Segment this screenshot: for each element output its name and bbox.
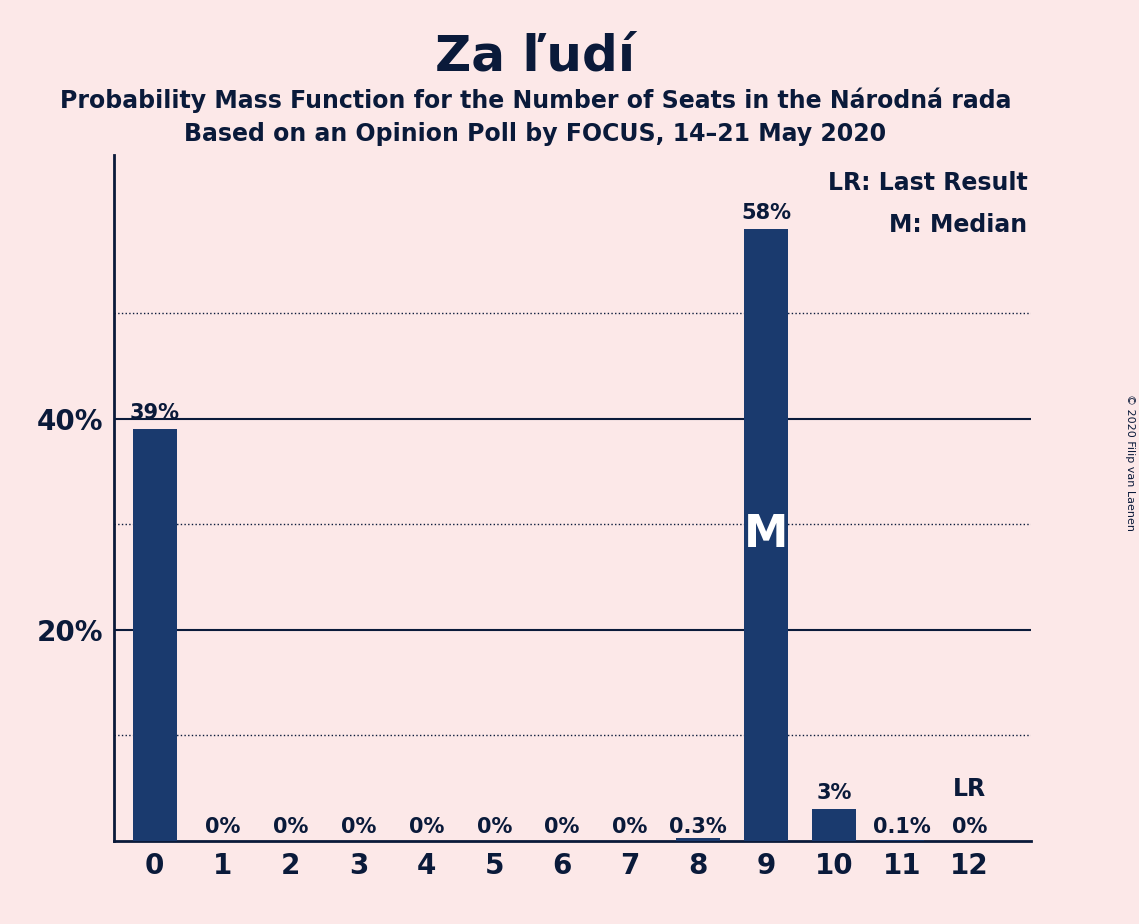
Text: Based on an Opinion Poll by FOCUS, 14–21 May 2020: Based on an Opinion Poll by FOCUS, 14–21… xyxy=(185,122,886,146)
Text: 0%: 0% xyxy=(341,817,376,836)
Bar xyxy=(744,229,788,841)
Bar xyxy=(675,838,720,841)
Text: 0%: 0% xyxy=(544,817,580,836)
Text: 0%: 0% xyxy=(273,817,309,836)
Text: Probability Mass Function for the Number of Seats in the Národná rada: Probability Mass Function for the Number… xyxy=(59,88,1011,114)
Text: 0.3%: 0.3% xyxy=(669,817,727,836)
Text: 3%: 3% xyxy=(817,783,852,803)
Text: Za ľudí: Za ľudí xyxy=(435,32,636,80)
Text: 0%: 0% xyxy=(205,817,240,836)
Text: M: M xyxy=(744,514,788,556)
Text: LR: Last Result: LR: Last Result xyxy=(828,171,1027,195)
Bar xyxy=(879,840,924,841)
Text: 0.1%: 0.1% xyxy=(872,817,931,836)
Text: 0%: 0% xyxy=(476,817,511,836)
Text: 39%: 39% xyxy=(130,403,180,423)
Text: 58%: 58% xyxy=(740,202,790,223)
Text: 0%: 0% xyxy=(952,817,988,836)
Text: M: Median: M: Median xyxy=(890,213,1027,237)
Bar xyxy=(132,430,177,841)
Text: 0%: 0% xyxy=(613,817,648,836)
Text: LR: LR xyxy=(953,777,986,801)
Bar xyxy=(812,809,855,841)
Text: © 2020 Filip van Laenen: © 2020 Filip van Laenen xyxy=(1125,394,1134,530)
Text: 0%: 0% xyxy=(409,817,444,836)
